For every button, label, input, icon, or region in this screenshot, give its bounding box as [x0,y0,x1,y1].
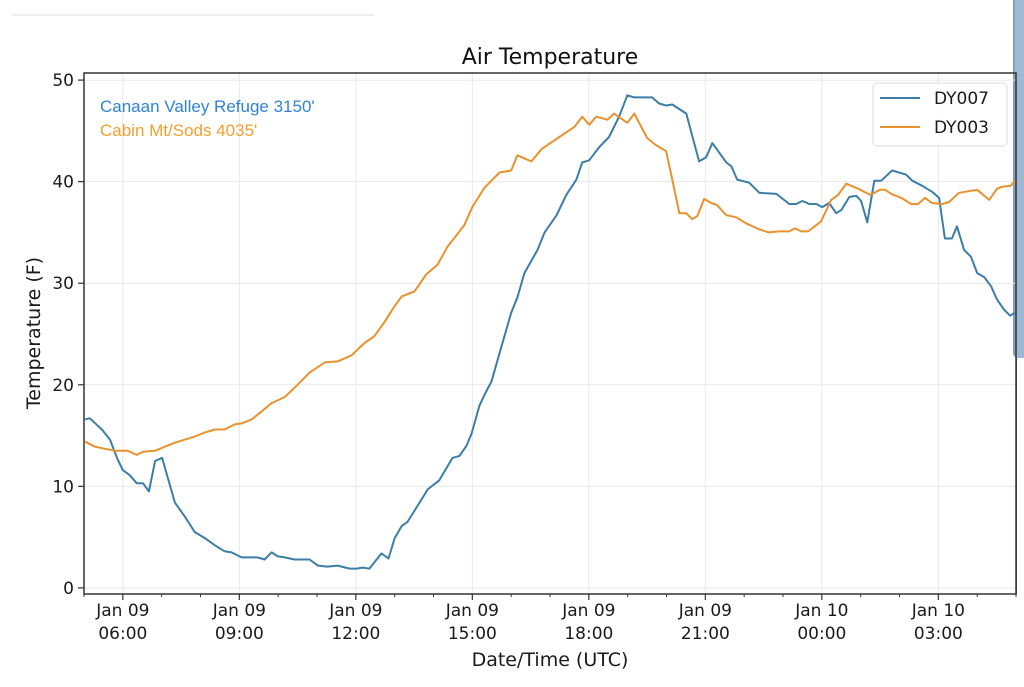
legend: DY007 DY003 [872,82,1008,147]
x-tick-label-date: Jan 09 [212,601,266,621]
y-tick-label: 10 [52,477,74,497]
legend-label-dy007: DY007 [934,89,989,109]
grid [84,73,1016,594]
x-tick-label-date: Jan 09 [95,601,149,621]
plot-frame [83,72,1017,595]
chart-title: Air Temperature [462,45,639,70]
x-tick-label-date: Jan 10 [911,601,965,621]
x-axis-label: Date/Time (UTC) [472,649,629,671]
x-tick-label-time: 12:00 [331,624,380,644]
x-tick-label-date: Jan 09 [561,601,615,621]
series-layer [84,94,1016,570]
x-tick-label-date: Jan 10 [794,601,848,621]
x-tick-label-date: Jan 09 [328,601,382,621]
series-line-dy007 [84,94,1016,570]
x-tick-label-time: 21:00 [681,624,730,644]
x-tick-label-time: 00:00 [797,624,846,644]
y-tick-label: 30 [52,274,74,294]
legend-label-dy003: DY003 [934,118,989,138]
y-tick-label: 0 [63,579,74,599]
y-axis-label: Temperature (F) [23,257,45,410]
side-panel-handle[interactable] [1013,0,1024,358]
x-tick-label-time: 18:00 [564,624,613,644]
x-axis: Jan 09 06:00 Jan 09 09:00 Jan 09 12:00 Jan 09 1… [83,594,1017,644]
x-tick-label-date: Jan 09 [445,601,499,621]
y-axis: 0 10 20 30 40 50 [52,71,84,599]
x-tick-label-time: 03:00 [914,624,963,644]
y-tick-label: 50 [52,71,74,91]
series-line-dy003 [84,112,1016,456]
top-divider [12,14,374,16]
y-tick-label: 20 [52,376,74,396]
x-tick-label-time: 15:00 [448,624,497,644]
x-tick-label-time: 06:00 [98,624,147,644]
annotation-canaan-valley: Canaan Valley Refuge 3150' [100,97,315,116]
x-tick-label-time: 09:00 [215,624,264,644]
annotation-cabin-mt: Cabin Mt/Sods 4035' [100,121,257,140]
y-tick-label: 40 [52,173,74,193]
x-tick-label-date: Jan 09 [678,601,732,621]
